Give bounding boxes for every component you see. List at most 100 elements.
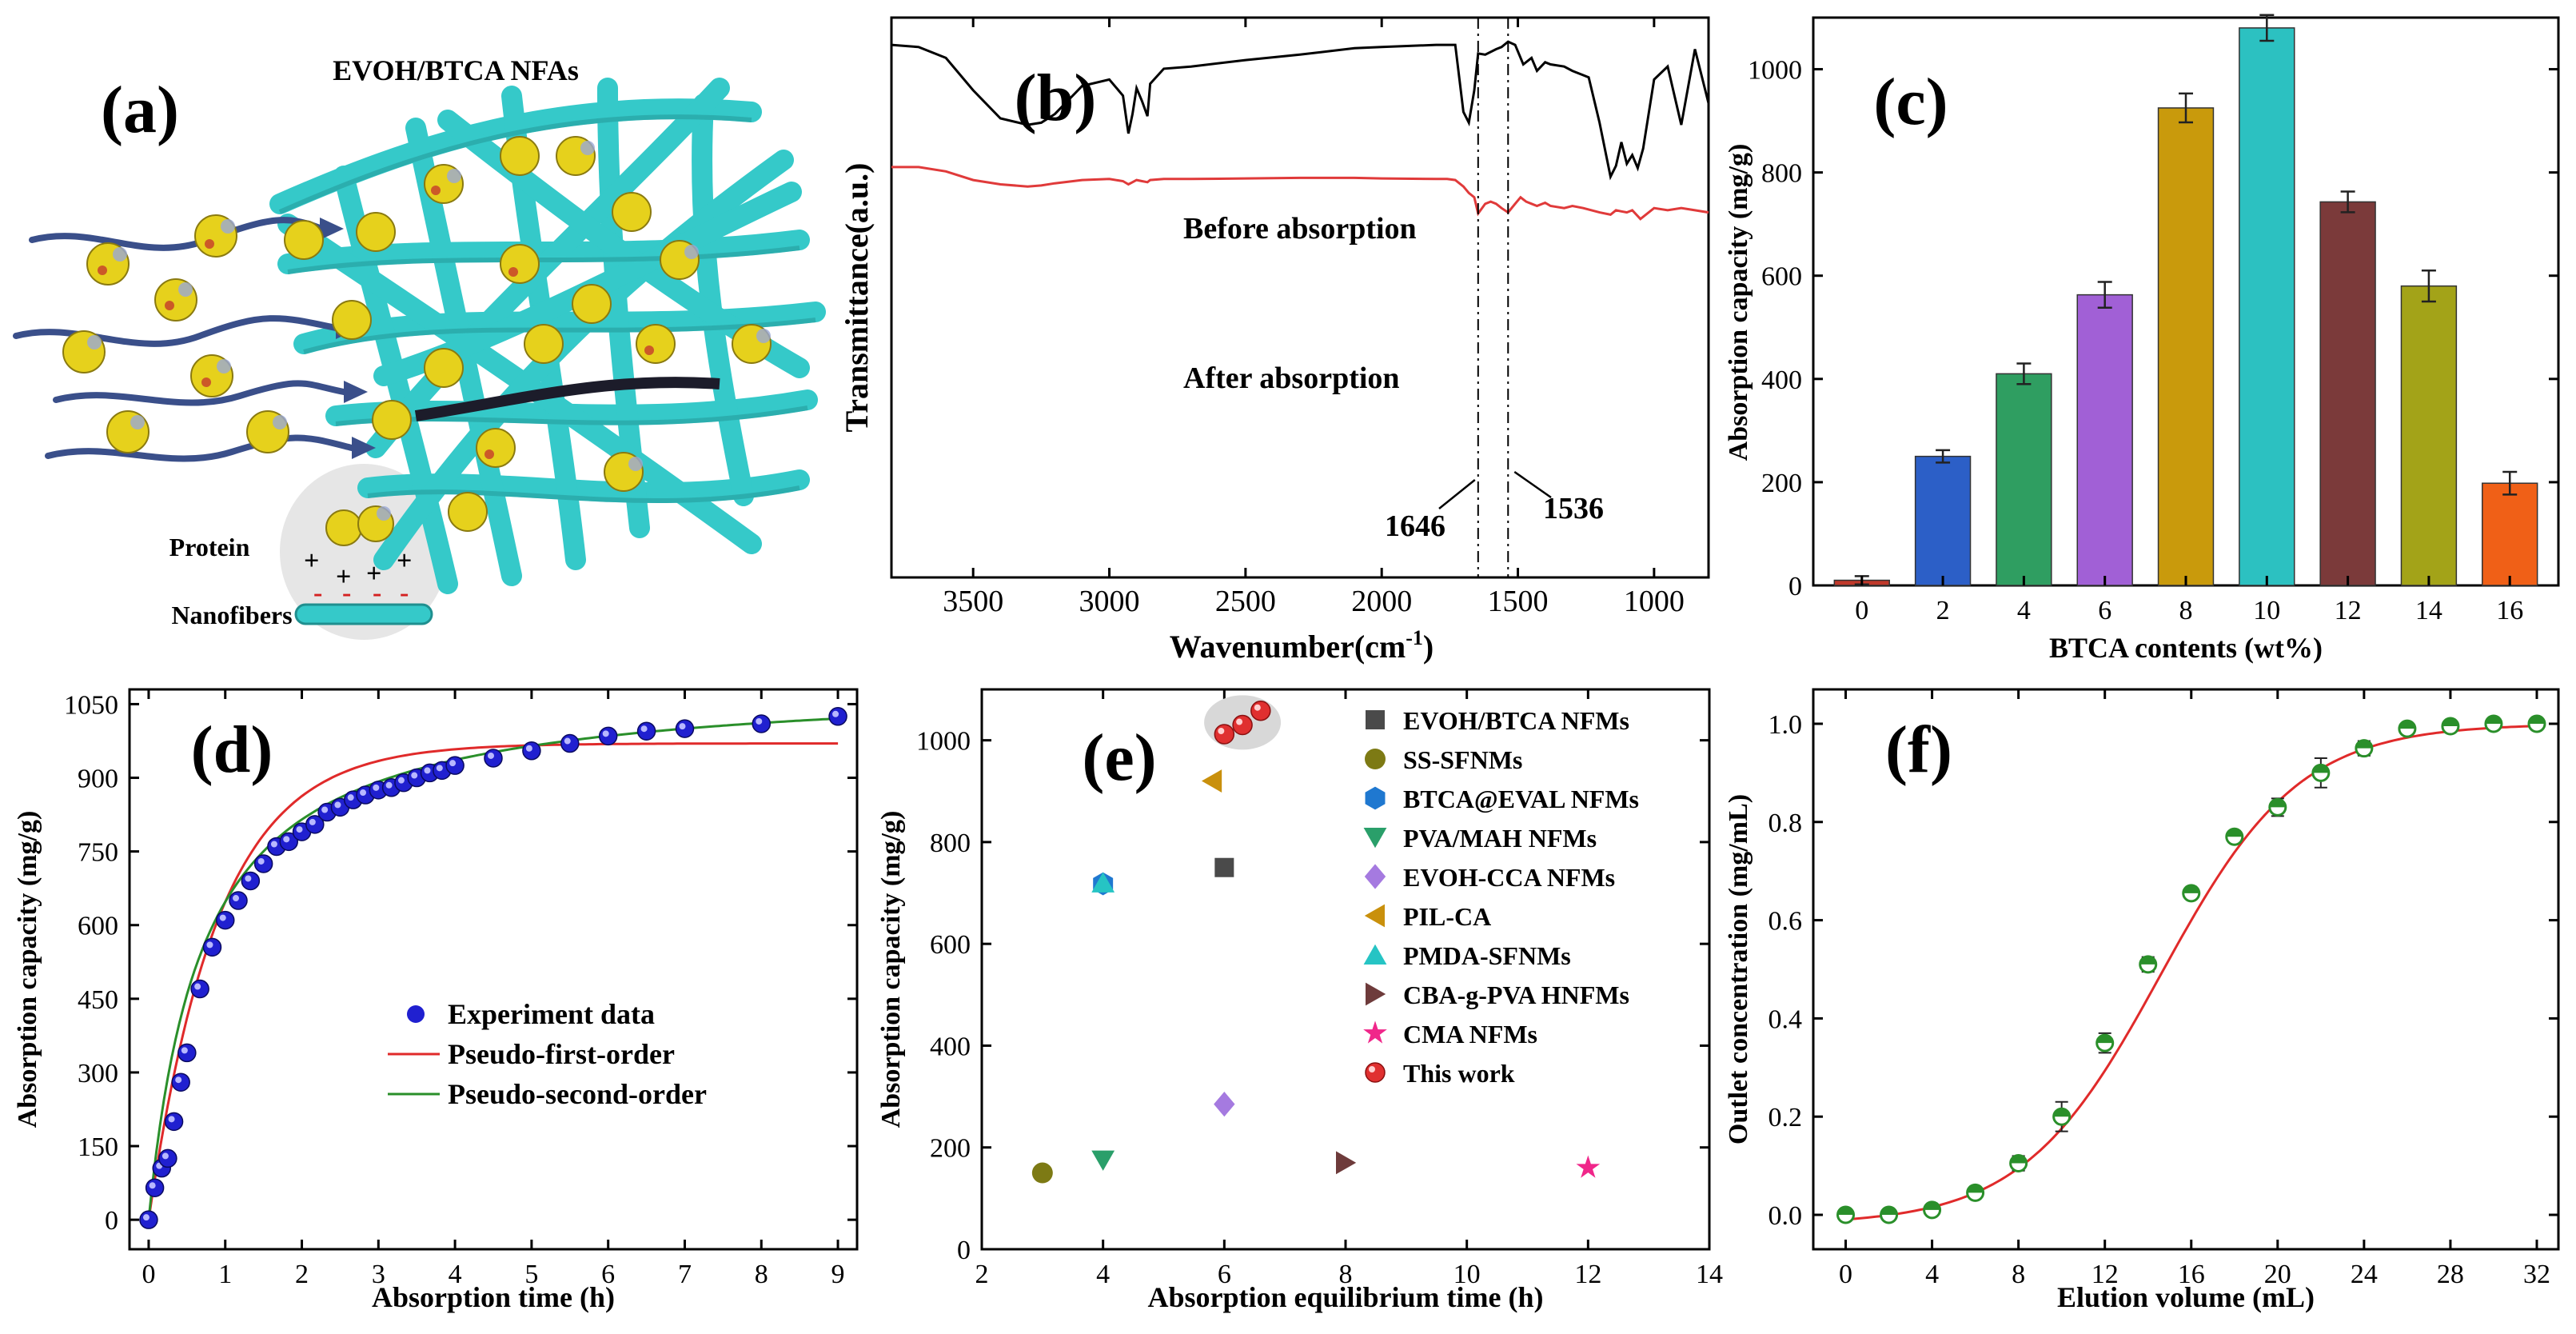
y-tick-label: 0.0 bbox=[1769, 1201, 1803, 1231]
legend-marker bbox=[1364, 904, 1385, 928]
data-point bbox=[1214, 1092, 1235, 1117]
data-point-highlight bbox=[602, 730, 609, 737]
data-point-highlight bbox=[334, 801, 341, 809]
data-point bbox=[752, 714, 772, 733]
data-point-highlight bbox=[1236, 718, 1243, 725]
data-point-highlight bbox=[161, 1152, 169, 1160]
charge-positive: + bbox=[397, 546, 412, 576]
y-tick-label: 450 bbox=[78, 985, 118, 1015]
y-tick-label: 1050 bbox=[64, 690, 118, 720]
x-tick-label: 12 bbox=[2092, 1260, 2119, 1289]
data-point-half bbox=[2269, 799, 2286, 808]
x-tick-label: 0 bbox=[142, 1260, 155, 1289]
y-tick-label: 200 bbox=[930, 1134, 971, 1164]
y-axis-label: Absorption capacity (mg/g) bbox=[13, 811, 42, 1128]
legend-marker bbox=[1363, 944, 1387, 965]
annotation-arrow bbox=[1438, 479, 1476, 509]
y-tick-label: 0 bbox=[105, 1206, 118, 1236]
x-tick-label: 12 bbox=[2335, 596, 2362, 625]
legend-label: SS-SFNMs bbox=[1403, 745, 1522, 774]
data-point-half bbox=[1880, 1207, 1897, 1216]
x-tick-label: 28 bbox=[2437, 1260, 2464, 1289]
data-point-half bbox=[2485, 715, 2502, 724]
charge-positive: + bbox=[336, 562, 351, 592]
x-tick-label: 0 bbox=[1855, 596, 1868, 625]
x-tick-label: 3500 bbox=[943, 585, 1003, 618]
data-point-highlight bbox=[194, 983, 201, 990]
panel-label-d: (d) bbox=[191, 713, 273, 787]
data-point bbox=[828, 707, 847, 726]
y-tick-label: 900 bbox=[78, 765, 118, 794]
data-point-half bbox=[2096, 1035, 2113, 1044]
data-point-highlight bbox=[411, 772, 418, 779]
fit-curve bbox=[1845, 725, 2538, 1221]
legend-marker bbox=[1363, 1020, 1387, 1044]
legend-marker bbox=[1364, 864, 1386, 889]
legend-label: PMDA-SFNMs bbox=[1403, 941, 1571, 970]
data-point-highlight bbox=[270, 841, 277, 848]
protein-label: Protein bbox=[169, 533, 250, 561]
data-point-highlight bbox=[175, 1076, 182, 1084]
x-axis-label-main: Wavenumber(cm bbox=[1170, 629, 1406, 665]
panel-label-a: (a) bbox=[101, 73, 179, 147]
breakthrough-chart: (f) Outlet concentration (mg/mL) Elution… bbox=[1724, 688, 2560, 1313]
x-tick-label: 16 bbox=[2178, 1260, 2205, 1289]
data-point bbox=[190, 979, 209, 999]
x-axis-label-end: ) bbox=[1423, 629, 1434, 665]
data-point-highlight bbox=[832, 710, 839, 717]
data-point-half bbox=[2053, 1108, 2070, 1117]
x-tick-label: 2 bbox=[1936, 596, 1950, 625]
nanofiber-rod bbox=[294, 603, 433, 625]
x-tick-label: 3000 bbox=[1079, 585, 1140, 618]
bar bbox=[1914, 455, 1972, 586]
nanofiber-network bbox=[269, 78, 826, 594]
data-point-half bbox=[2355, 740, 2372, 749]
curve-annotation: After absorption bbox=[1183, 361, 1400, 395]
legend-label: EVOH-CCA NFMs bbox=[1403, 863, 1615, 892]
schematic-title: EVOH/BTCA NFAs bbox=[333, 54, 579, 86]
x-tick-label: 16 bbox=[2496, 596, 2523, 625]
y-axis-label: Transmittance(a.u.) bbox=[839, 163, 875, 433]
dark-fiber bbox=[414, 377, 720, 421]
data-point bbox=[636, 721, 656, 741]
data-point-highlight bbox=[245, 875, 252, 882]
panel-label-c: (c) bbox=[1873, 65, 1948, 139]
data-point bbox=[215, 910, 235, 930]
y-tick-label: 1000 bbox=[1748, 56, 1802, 86]
data-point-half bbox=[2442, 718, 2458, 727]
x-tick-label: 14 bbox=[2415, 596, 2442, 625]
y-tick-label: 400 bbox=[930, 1032, 971, 1061]
data-point-highlight bbox=[679, 723, 686, 730]
x-tick-label: 6 bbox=[601, 1260, 615, 1289]
data-point-half bbox=[2399, 721, 2415, 729]
y-tick-label: 0.8 bbox=[1769, 809, 1803, 838]
fit-curve-pso bbox=[147, 717, 839, 1220]
data-point-half bbox=[1924, 1201, 1940, 1210]
x-tick-label: 3 bbox=[372, 1260, 385, 1289]
data-point-highlight bbox=[360, 789, 367, 797]
data-point-highlight bbox=[206, 941, 213, 949]
data-point bbox=[171, 1072, 190, 1092]
y-tick-label: 800 bbox=[1761, 159, 1802, 189]
x-tick-label: 2 bbox=[975, 1260, 989, 1289]
x-tick-label: 6 bbox=[2098, 596, 2111, 625]
x-tick-label: 8 bbox=[1339, 1260, 1353, 1289]
charge-negative: - bbox=[342, 578, 351, 608]
x-axis-label: BTCA contents (wt%) bbox=[2049, 632, 2323, 664]
data-point bbox=[522, 741, 541, 761]
protein-inset-bubble bbox=[280, 464, 448, 640]
data-point-highlight bbox=[296, 826, 303, 833]
x-tick-label: 32 bbox=[2523, 1260, 2550, 1289]
fit-curve-pfo bbox=[147, 742, 839, 1220]
legend-label: CBA-g-PVA HNFMs bbox=[1403, 981, 1629, 1009]
data-point bbox=[1091, 1150, 1115, 1171]
peak-label: 1536 bbox=[1543, 492, 1604, 525]
panel-label-f: (f) bbox=[1885, 713, 1952, 787]
x-axis-label: Absorption equilibrium time (h) bbox=[1147, 1281, 1543, 1313]
data-point-highlight bbox=[283, 836, 290, 843]
charge-positive: + bbox=[304, 546, 319, 576]
y-tick-label: 1.0 bbox=[1769, 710, 1803, 740]
x-tick-label: 10 bbox=[2253, 596, 2280, 625]
data-point bbox=[164, 1112, 184, 1132]
ftir-curve bbox=[891, 166, 1709, 221]
